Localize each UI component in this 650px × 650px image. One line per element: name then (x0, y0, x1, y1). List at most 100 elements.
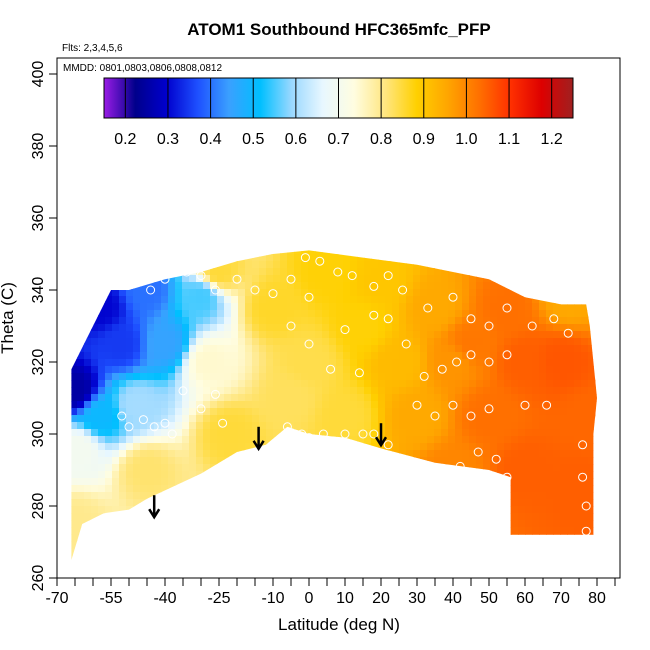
field-cell (147, 387, 155, 395)
field-cell (364, 492, 372, 500)
field-cell (483, 422, 491, 430)
field-cell (126, 289, 134, 297)
field-cell (84, 478, 92, 486)
field-cell (231, 250, 239, 255)
field-cell (532, 415, 540, 423)
field-cell (413, 352, 421, 360)
sample-point (160, 274, 170, 284)
field-cell (371, 401, 379, 409)
field-cell (245, 317, 253, 325)
field-cell (161, 254, 169, 262)
field-cell (217, 513, 225, 521)
field-cell (133, 366, 141, 374)
field-cell (504, 366, 512, 374)
field-cell (77, 534, 85, 542)
field-cell (91, 275, 99, 283)
field-cell (210, 562, 218, 570)
field-cell (546, 471, 554, 479)
field-cell (98, 506, 106, 514)
field-cell (119, 338, 127, 346)
field-cell (434, 408, 442, 416)
field-cell (126, 275, 134, 283)
field-cell (462, 240, 470, 248)
field-cell (133, 443, 141, 451)
field-cell (553, 401, 561, 409)
field-cell (532, 254, 540, 262)
field-cell (413, 394, 421, 402)
field-cell (259, 520, 267, 528)
field-cell (84, 534, 92, 542)
field-cell (539, 450, 547, 458)
field-cell (350, 506, 358, 514)
field-cell (224, 450, 232, 458)
field-cell (462, 457, 470, 465)
field-cell (518, 289, 526, 297)
field-cell (427, 310, 435, 318)
field-cell (420, 506, 428, 514)
field-cell (574, 240, 582, 248)
field-cell (371, 282, 379, 290)
field-cell (154, 250, 162, 255)
down-arrow (252, 426, 265, 452)
field-cell (287, 436, 295, 444)
field-cell (455, 436, 463, 444)
down-arrow (374, 423, 388, 448)
field-cell (518, 394, 526, 402)
field-cell (231, 352, 239, 360)
field-cell (175, 457, 183, 465)
field-cell (483, 275, 491, 283)
field-cell (560, 401, 568, 409)
field-cell (490, 478, 498, 486)
field-cell (504, 289, 512, 297)
field-cell (483, 317, 491, 325)
field-cell (140, 359, 148, 367)
field-cell (595, 366, 597, 374)
field-cell (518, 548, 526, 556)
field-cell (294, 492, 302, 500)
field-cell (385, 429, 393, 437)
field-cell (273, 520, 281, 528)
field-cell (224, 513, 232, 521)
field-cell (182, 485, 190, 493)
field-cell (133, 401, 141, 409)
field-cell (273, 401, 281, 409)
field-cell (91, 527, 99, 535)
field-cell (175, 359, 183, 367)
field-cell (252, 275, 260, 283)
field-cell (399, 429, 407, 437)
field-cell (602, 240, 610, 248)
field-cell (343, 429, 351, 437)
field-cell (203, 499, 211, 507)
field-cell (140, 450, 148, 458)
field-cell (581, 450, 589, 458)
field-cell (147, 401, 155, 409)
field-cell (455, 352, 463, 360)
field-cell (329, 471, 337, 479)
field-cell (546, 366, 554, 374)
field-cell (112, 464, 120, 472)
field-cell (504, 352, 512, 360)
field-cell (84, 429, 92, 437)
field-cell (483, 555, 491, 560)
field-cell (154, 261, 162, 269)
field-cell (539, 380, 547, 388)
field-cell (427, 345, 435, 353)
field-cell (539, 345, 547, 353)
field-cell (203, 541, 211, 549)
field-cell (399, 408, 407, 416)
field-cell (574, 562, 582, 570)
field-cell (434, 520, 442, 528)
dates-annotation: MMDD: 0801,0803,0806,0808,0812 (63, 63, 222, 74)
field-cell (567, 443, 575, 451)
field-cell (553, 331, 561, 339)
field-cell (434, 296, 442, 304)
field-cell (280, 464, 288, 472)
field-cell (315, 387, 323, 395)
field-cell (119, 457, 127, 465)
field-cell (483, 527, 491, 535)
field-cell (511, 506, 519, 514)
field-cell (189, 534, 197, 542)
field-cell (539, 296, 547, 304)
field-cell (126, 478, 134, 486)
field-cell (161, 471, 169, 479)
